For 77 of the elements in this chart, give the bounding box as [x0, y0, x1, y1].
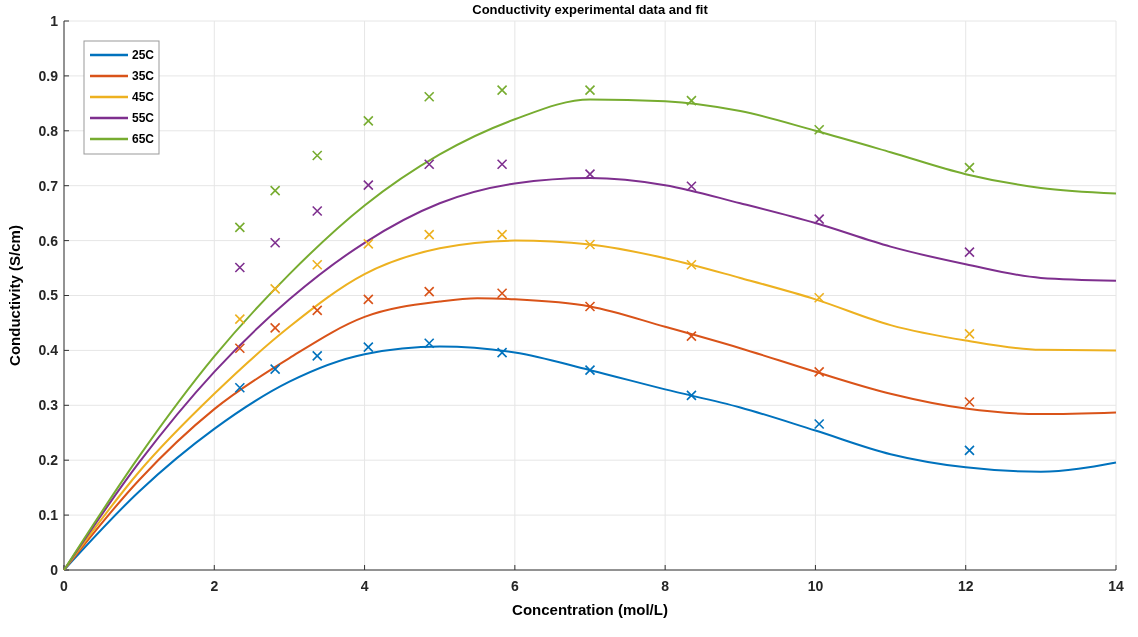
point	[964, 162, 975, 173]
point	[423, 337, 435, 349]
point	[311, 305, 323, 316]
point	[686, 95, 697, 106]
y-tick-label: 0	[50, 561, 59, 578]
point	[363, 341, 374, 353]
x-tick-label: 8	[661, 578, 670, 594]
point	[311, 205, 323, 217]
point	[686, 390, 697, 401]
point	[496, 229, 508, 240]
point	[234, 382, 246, 394]
point	[311, 150, 323, 161]
point	[423, 229, 435, 240]
point	[686, 259, 697, 271]
point	[311, 350, 323, 362]
point	[496, 84, 508, 96]
legend-label: 65C	[132, 132, 155, 147]
point	[311, 259, 323, 271]
point	[269, 185, 281, 196]
x-tick-label: 4	[360, 578, 369, 594]
y-tick-label: 0.4	[38, 342, 59, 359]
point	[234, 313, 246, 325]
y-tick-label: 0.1	[38, 507, 59, 523]
y-axis-title: Conductivity (S/cm)	[6, 225, 23, 366]
legend-label: 55C	[132, 111, 155, 126]
x-tick-label: 6	[510, 578, 519, 594]
point	[269, 237, 281, 249]
point	[496, 347, 508, 358]
point	[584, 84, 596, 96]
point	[423, 158, 435, 170]
point	[234, 262, 246, 273]
chart-title: Conductivity experimental data and fit	[472, 2, 709, 17]
point	[234, 222, 246, 233]
point	[423, 286, 435, 297]
legend-label: 25C	[132, 48, 155, 63]
y-tick-label: 0.8	[38, 122, 59, 139]
point	[363, 179, 374, 191]
legend-label: 35C	[132, 69, 155, 84]
x-tick-label: 14	[1108, 578, 1124, 594]
x-tick-label: 0	[60, 578, 69, 594]
point	[363, 294, 374, 305]
y-tick-label: 0.2	[38, 452, 59, 469]
point	[269, 283, 281, 295]
point	[964, 445, 975, 456]
point	[363, 238, 374, 250]
y-tick-label: 0.6	[38, 232, 59, 249]
point	[269, 322, 281, 334]
point	[363, 115, 374, 127]
point	[584, 239, 596, 250]
point	[686, 180, 697, 192]
point	[813, 124, 825, 135]
point	[813, 292, 825, 303]
point	[584, 364, 596, 376]
point	[584, 168, 596, 180]
point	[423, 91, 435, 103]
x-tick-label: 10	[807, 578, 824, 594]
x-tick-label: 2	[210, 578, 219, 594]
legend-label: 45C	[132, 90, 155, 105]
point	[269, 363, 281, 375]
x-axis-title: Concentration (mol/L)	[512, 601, 668, 618]
point	[496, 288, 508, 299]
x-tick-label: 12	[957, 578, 974, 594]
point	[964, 396, 975, 408]
point	[813, 418, 825, 430]
point	[964, 328, 975, 340]
y-tick-label: 0.9	[38, 67, 59, 84]
point	[964, 246, 975, 258]
y-tick-label: 1	[50, 12, 59, 29]
point	[496, 158, 508, 170]
point	[234, 342, 246, 354]
point	[584, 301, 596, 312]
point	[813, 366, 825, 378]
y-tick-label: 0.3	[38, 397, 59, 414]
point	[813, 213, 825, 225]
y-tick-label: 0.5	[38, 287, 59, 304]
y-tick-label: 0.7	[38, 177, 59, 194]
point	[686, 330, 697, 342]
